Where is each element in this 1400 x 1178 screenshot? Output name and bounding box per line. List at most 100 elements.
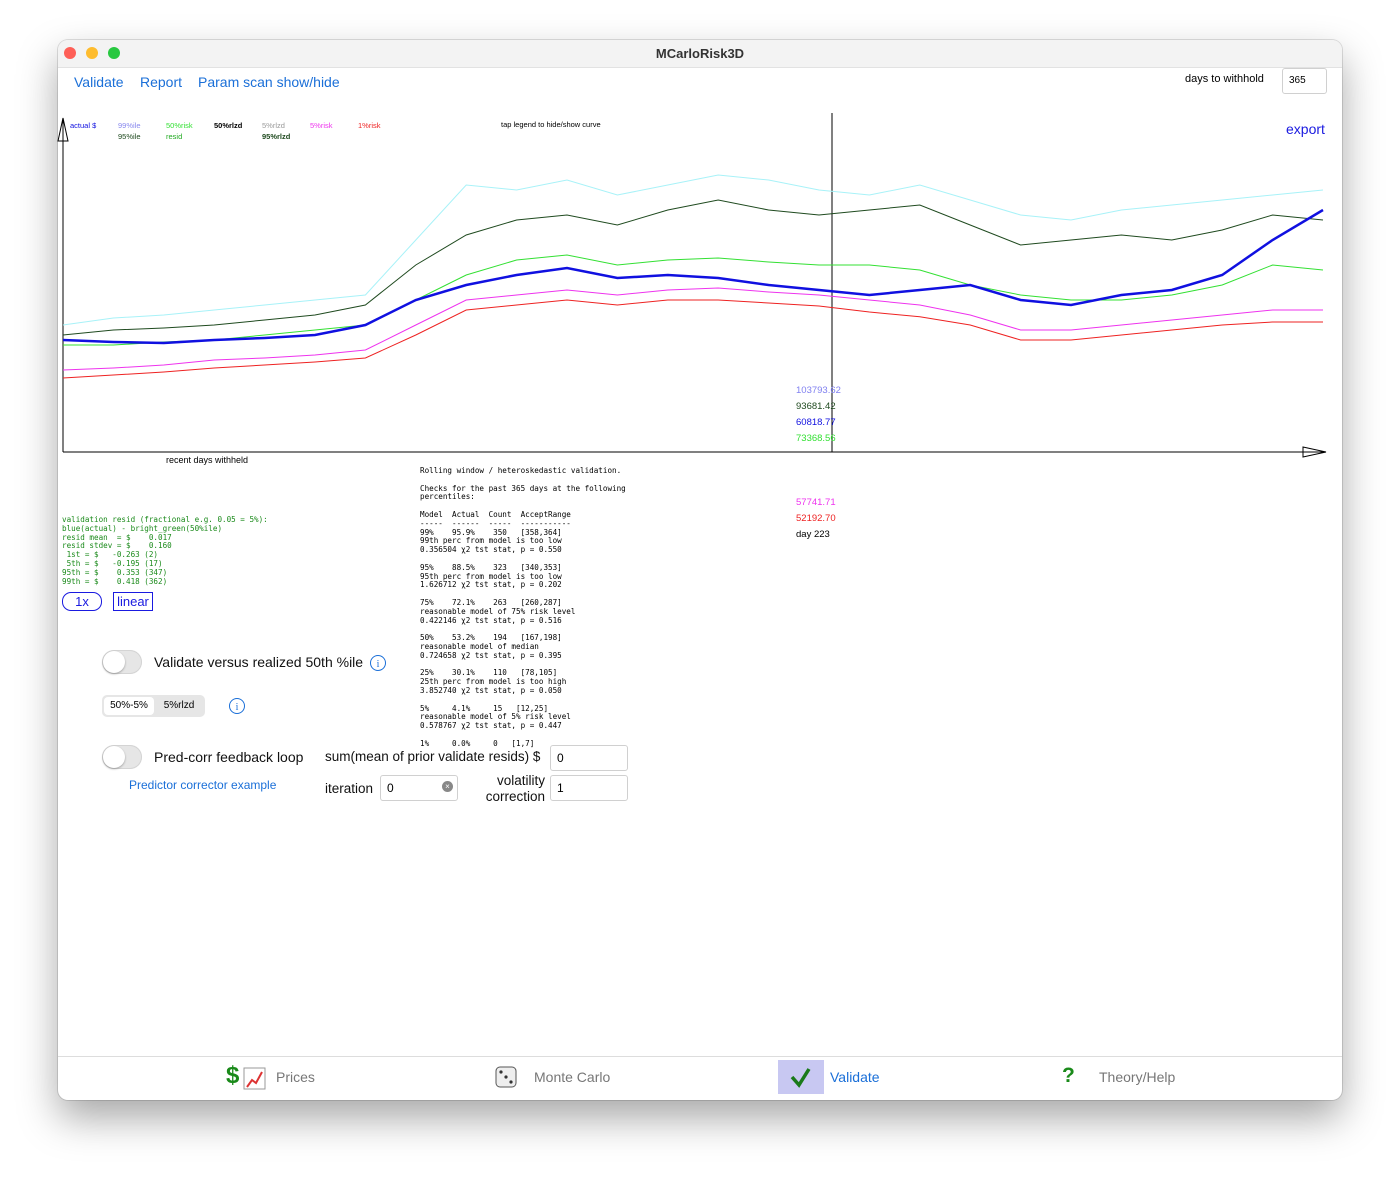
legend-entry: 95%rlzd (262, 132, 291, 141)
report-paragraph: 5% 4.1% 15 [12,25] reasonable model of 5%… (420, 703, 626, 731)
cursor-label: day 223 (796, 529, 830, 540)
export-link[interactable]: export (1286, 121, 1325, 137)
scale-button[interactable]: linear (113, 592, 153, 611)
resid-block: validation resid (fractional e.g. 0.05 =… (62, 515, 268, 586)
report-line: 3.852740 χ2 tst stat, p = 0.050 (420, 685, 562, 695)
tab[interactable]: Theory/Help (1099, 1069, 1176, 1085)
tab-divider (58, 1056, 1342, 1057)
zoom-button[interactable]: 1x (62, 592, 102, 611)
series-line (62, 287, 1323, 371)
label-line: correction (485, 789, 545, 804)
window-title: MCarloRisk3D (655, 46, 745, 61)
legend-entry: resid (166, 132, 182, 141)
toggle[interactable] (102, 650, 142, 674)
resid-line: validation resid (fractional e.g. 0.05 =… (62, 515, 268, 524)
legend-entry: 50%rlzd (214, 121, 243, 130)
resid-line: 99th = $ 0.418 (362) (62, 576, 168, 586)
toggle-label: Validate versus realized 50th %ile (154, 654, 364, 670)
report-line: 50% 53.2% 194 [167,198] (420, 633, 562, 643)
input-label: volatility correction (483, 773, 545, 805)
legend-entry[interactable]: 1%risk (358, 121, 381, 130)
resid-line: blue(actual) - bright_green(50%ile) (62, 523, 223, 533)
report-line: reasonable model of 75% risk level (420, 606, 576, 616)
report-line: percentiles: (420, 492, 475, 502)
legend-entry[interactable]: 50%risk (166, 121, 193, 130)
input-label: sum(mean of prior validate resids) $ (325, 749, 541, 764)
report-line: reasonable model of 5% risk level (420, 712, 571, 722)
close-button[interactable] (64, 47, 76, 59)
legend-entry[interactable]: 99%ile (118, 121, 141, 130)
report-line: 99th perc from model is too low (420, 536, 562, 546)
series-line (63, 254, 1324, 346)
tab-icon: ? (1062, 1064, 1075, 1087)
volatility-input[interactable]: 1 (550, 775, 628, 801)
title-bar (58, 40, 1342, 68)
resid-line: resid stdev = $ 0.160 (62, 541, 172, 551)
report-line: Model Actual Count AcceptRange (420, 509, 571, 519)
segment[interactable]: 50%-5% (104, 697, 154, 715)
clear-button[interactable]: × (442, 781, 453, 792)
cursor-label: 52192.70 (796, 513, 836, 524)
x-axis-label: recent days withheld (166, 455, 249, 465)
link[interactable]: Predictor corrector example (129, 778, 277, 792)
series-line (62, 174, 1324, 326)
report-line: 95% 88.5% 323 [340,353] (420, 562, 562, 572)
chart-note: tap legend to hide/show curve (501, 120, 601, 129)
report-paragraph: 50% 53.2% 194 [167,198] reasonable model … (420, 633, 626, 660)
report-paragraph: 1% 0.0% 0 [1,7] (420, 738, 626, 749)
report-paragraph: Rolling window / heteroskedastic validat… (420, 466, 626, 476)
cursor-label: 57741.71 (796, 497, 836, 508)
axis-arrow (1302, 446, 1327, 458)
menu-link[interactable]: Validate (74, 74, 124, 90)
resid-line: resid mean = $ 0.017 (62, 532, 172, 542)
cursor-label: 73368.56 (796, 433, 836, 444)
window: MCarloRisk3D (58, 40, 1342, 1100)
legend-entry: 95%ile (118, 132, 141, 141)
report-paragraph: Model Actual Count AcceptRange ----- ----… (420, 509, 626, 555)
report-block: Rolling window / heteroskedastic validat… (420, 466, 626, 757)
menu-link[interactable]: Report (140, 74, 183, 90)
report-line: 0.724658 χ2 tst stat, p = 0.395 (420, 650, 562, 660)
input-label: iteration (325, 781, 374, 796)
report-paragraph: Checks for the past 365 days at the foll… (420, 484, 626, 503)
legend-entry[interactable]: 5%risk (310, 121, 333, 130)
resid-line: 1st = $ -0.263 (2) (62, 550, 159, 560)
cursor-label: 93681.42 (796, 401, 836, 412)
legend-entry: 5%rlzd (262, 121, 285, 130)
tab[interactable]: Prices (276, 1069, 315, 1085)
report-line: 25% 30.1% 110 [78,105] (420, 668, 558, 678)
report-line: ----- ------ ----- ----------- (420, 518, 571, 528)
segment[interactable]: 5%rlzd (163, 700, 195, 711)
series-line (62, 199, 1324, 336)
report-line: 0.422146 χ2 tst stat, p = 0.516 (420, 615, 562, 625)
report-line: 99% 95.9% 350 [358,364] (420, 527, 562, 537)
report-paragraph: 25% 30.1% 110 [78,105] 25th perc from mod… (420, 669, 626, 695)
tab[interactable]: Monte Carlo (534, 1069, 611, 1085)
menu-link[interactable]: Param scan show/hide (198, 74, 340, 90)
legend-entry[interactable]: actual $ (70, 121, 97, 130)
toggle[interactable] (102, 745, 142, 769)
axis-arrow (57, 117, 69, 142)
resid-line: 5th = $ -0.195 (17) (62, 558, 163, 568)
tab-icon: $ (226, 1062, 240, 1089)
tab[interactable]: Validate (830, 1069, 880, 1085)
series-line (62, 208, 1324, 345)
cursor-label: 60818.77 (796, 417, 836, 428)
report-line: 75% 72.1% 263 [260,287] (420, 597, 562, 607)
report-line: 5% 4.1% 15 [12,25] (420, 703, 549, 713)
zoom-button[interactable] (108, 47, 120, 59)
report-line: 0.356504 χ2 tst stat, p = 0.550 (420, 545, 562, 555)
report-paragraph: 75% 72.1% 263 [260,287] reasonable model … (420, 597, 626, 625)
cursor-label: 103793.62 (796, 385, 841, 396)
sum-input[interactable]: 0 (550, 745, 628, 771)
report-line: 0.578767 χ2 tst stat, p = 0.447 (420, 721, 562, 731)
series-line (62, 299, 1323, 379)
report-line: reasonable model of median (420, 641, 539, 651)
report-line: 1% 0.0% 0 [1,7] (420, 738, 535, 748)
minimize-button[interactable] (86, 47, 98, 59)
report-paragraph: 95% 88.5% 323 [340,353] 95th perc from mo… (420, 562, 626, 590)
days-input[interactable]: 365 (1282, 68, 1327, 94)
report-line: 95th perc from model is too low (420, 571, 562, 581)
